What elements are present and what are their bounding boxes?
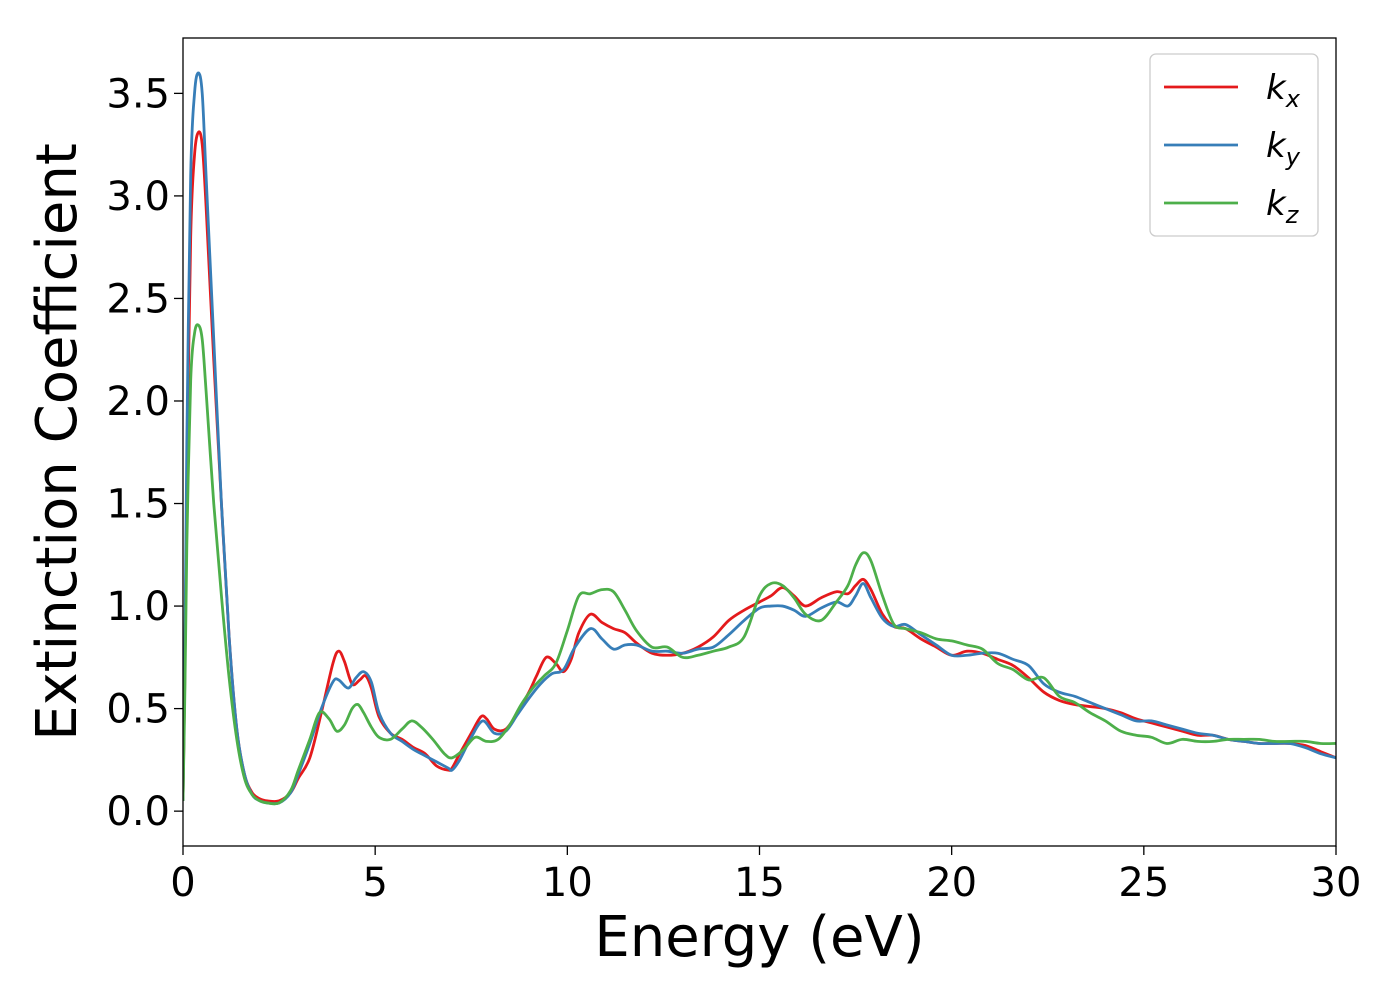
x-tick-label: 30 [1311,860,1362,906]
y-axis-ticks: 0.0 0.5 1.0 1.5 2.0 2.5 3.0 3.5 [106,71,183,835]
x-axis-title: Energy (eV) [594,905,924,970]
series-line-x [183,130,1336,803]
y-tick-label: 0.0 [106,789,170,835]
y-tick-label: 3.0 [106,174,170,220]
legend-label-z: kz [1266,184,1300,229]
x-tick-label: 20 [926,860,977,906]
y-tick-label: 3.5 [106,71,170,117]
y-tick-label: 0.5 [106,687,170,733]
series-line-z [183,323,1336,806]
x-tick-label: 10 [542,860,593,906]
x-tick-label: 5 [362,860,387,906]
y-tick-label: 2.5 [106,276,170,322]
x-axis-ticks: 0 5 10 15 20 25 30 [170,846,1361,906]
y-tick-label: 1.5 [106,482,170,528]
legend-label-y: ky [1266,126,1301,171]
legend-label-x: kx [1266,68,1301,113]
y-axis-title: Extinction Coefficient [25,143,90,741]
y-tick-label: 1.0 [106,584,170,630]
y-tick-label: 2.0 [106,379,170,425]
plot-layer [183,71,1336,806]
legend-items: kx ky kz [1164,68,1301,229]
x-tick-label: 15 [734,860,785,906]
x-tick-label: 0 [170,860,195,906]
legend: kx ky kz [1149,53,1319,237]
x-tick-label: 25 [1118,860,1169,906]
